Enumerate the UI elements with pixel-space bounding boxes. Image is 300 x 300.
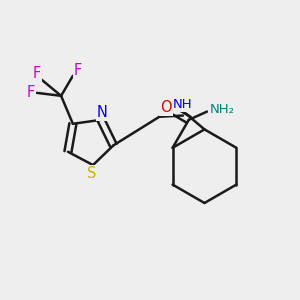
Text: F: F bbox=[27, 85, 35, 100]
Text: S: S bbox=[87, 166, 96, 181]
Text: N: N bbox=[97, 105, 108, 120]
Text: F: F bbox=[33, 66, 41, 81]
Text: O: O bbox=[160, 100, 172, 115]
Text: NH₂: NH₂ bbox=[209, 103, 234, 116]
Text: NH: NH bbox=[172, 98, 192, 111]
Text: F: F bbox=[74, 63, 82, 78]
